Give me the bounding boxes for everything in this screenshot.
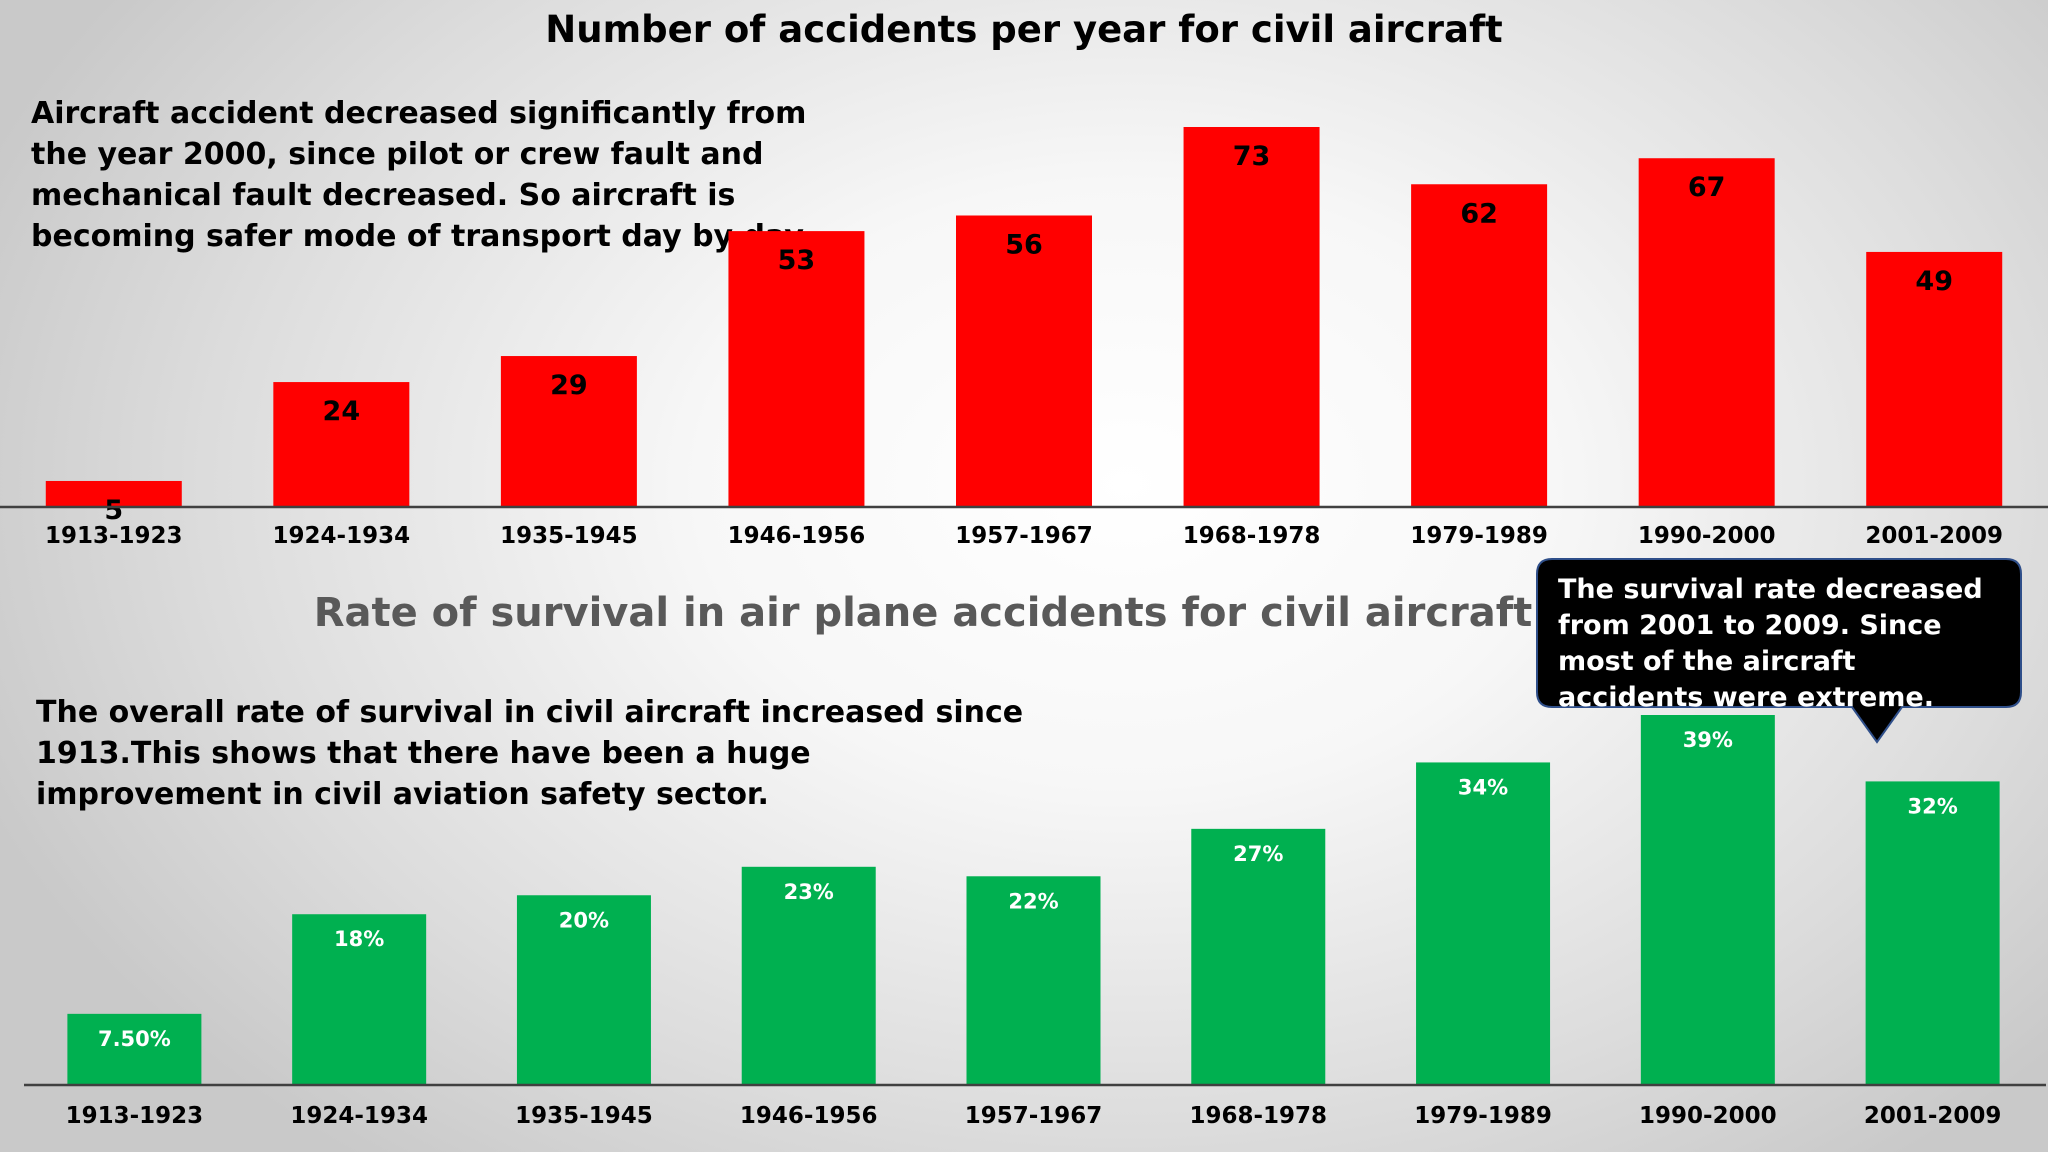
tick-label-2001-2009: 2001-2009 [1865, 523, 2003, 549]
tick-label-1924-1934: 1924-1934 [273, 523, 411, 549]
bottom-chart-note: The overall rate of survival in civil ai… [36, 695, 1024, 812]
data-label-1946-1956: 23% [784, 880, 834, 904]
bar-1935-1945 [500, 356, 637, 507]
data-label-1968-1978: 73 [1233, 141, 1271, 172]
data-label-1990-2000: 39% [1683, 728, 1733, 752]
tick-label-1957-1967: 1957-1967 [965, 1103, 1103, 1129]
tick-label-1924-1934: 1924-1934 [290, 1103, 428, 1129]
data-label-1924-1934: 24 [323, 396, 361, 427]
bar-1924-1934 [273, 382, 410, 507]
data-label-1924-1934: 18% [334, 927, 384, 951]
bar-1935-1945 [516, 895, 651, 1085]
survival-bar-chart: 7.50% 1913-1923 18% 1924-1934 20% 1935-1945 23… [24, 715, 2046, 1129]
data-label-1913-1923: 7.50% [98, 1027, 171, 1051]
bar-1913-1923 [45, 480, 182, 507]
data-label-1979-1989: 62 [1460, 198, 1498, 229]
data-label-1946-1956: 53 [778, 245, 816, 276]
bar-1979-1989 [1416, 762, 1551, 1085]
bar-1979-1989 [1411, 184, 1548, 508]
callout-bubble [1536, 558, 2022, 744]
bar-1946-1956 [741, 866, 876, 1085]
bar-1946-1956 [728, 231, 865, 507]
tick-label-1957-1967: 1957-1967 [955, 523, 1093, 549]
bar-2001-2009 [1866, 251, 2003, 507]
data-label-1935-1945: 20% [559, 908, 609, 932]
bar-1957-1967 [966, 876, 1101, 1085]
survival-callout: The survival rate decreased from 2001 to… [1536, 558, 2022, 744]
bar-1990-2000 [1638, 158, 1775, 507]
data-label-1990-2000: 67 [1688, 172, 1726, 203]
bar-1968-1978 [1191, 828, 1326, 1085]
tick-label-1913-1923: 1913-1923 [66, 1103, 204, 1129]
tick-label-1990-2000: 1990-2000 [1638, 523, 1776, 549]
tick-label-1968-1978: 1968-1978 [1183, 523, 1321, 549]
tick-label-1968-1978: 1968-1978 [1189, 1103, 1327, 1129]
data-label-2001-2009: 49 [1915, 266, 1953, 297]
tick-label-1979-1989: 1979-1989 [1410, 523, 1548, 549]
tick-label-2001-2009: 2001-2009 [1864, 1103, 2002, 1129]
tick-label-1935-1945: 1935-1945 [500, 523, 638, 549]
bar-1913-1923 [67, 1013, 202, 1085]
callout-text: The survival rate decreased from 2001 to… [1558, 574, 1983, 713]
bar-1968-1978 [1183, 127, 1320, 507]
tick-label-1913-1923: 1913-1923 [45, 523, 183, 549]
data-label-1968-1978: 27% [1233, 842, 1283, 866]
data-label-1913-1923: 5 [104, 495, 123, 526]
data-label-1957-1967: 56 [1005, 229, 1043, 260]
tick-label-1935-1945: 1935-1945 [515, 1103, 653, 1129]
tick-label-1979-1989: 1979-1989 [1414, 1103, 1552, 1129]
bar-1924-1934 [292, 914, 427, 1085]
tick-label-1946-1956: 1946-1956 [728, 523, 866, 549]
bottom-chart-title: Rate of survival in air plane accidents … [313, 590, 1533, 636]
data-label-2001-2009: 32% [1907, 794, 1957, 818]
data-label-1935-1945: 29 [550, 370, 588, 401]
tick-label-1946-1956: 1946-1956 [740, 1103, 878, 1129]
top-chart-title: Number of accidents per year for civil a… [545, 8, 1503, 51]
bar-2001-2009 [1865, 781, 2000, 1085]
top-chart-note: Aircraft accident decreased significantl… [31, 96, 813, 254]
data-label-1957-1967: 22% [1008, 889, 1058, 913]
tick-label-1990-2000: 1990-2000 [1639, 1103, 1777, 1129]
data-label-1979-1989: 34% [1458, 775, 1508, 799]
bar-1990-2000 [1640, 715, 1775, 1085]
bar-1957-1967 [956, 215, 1092, 507]
